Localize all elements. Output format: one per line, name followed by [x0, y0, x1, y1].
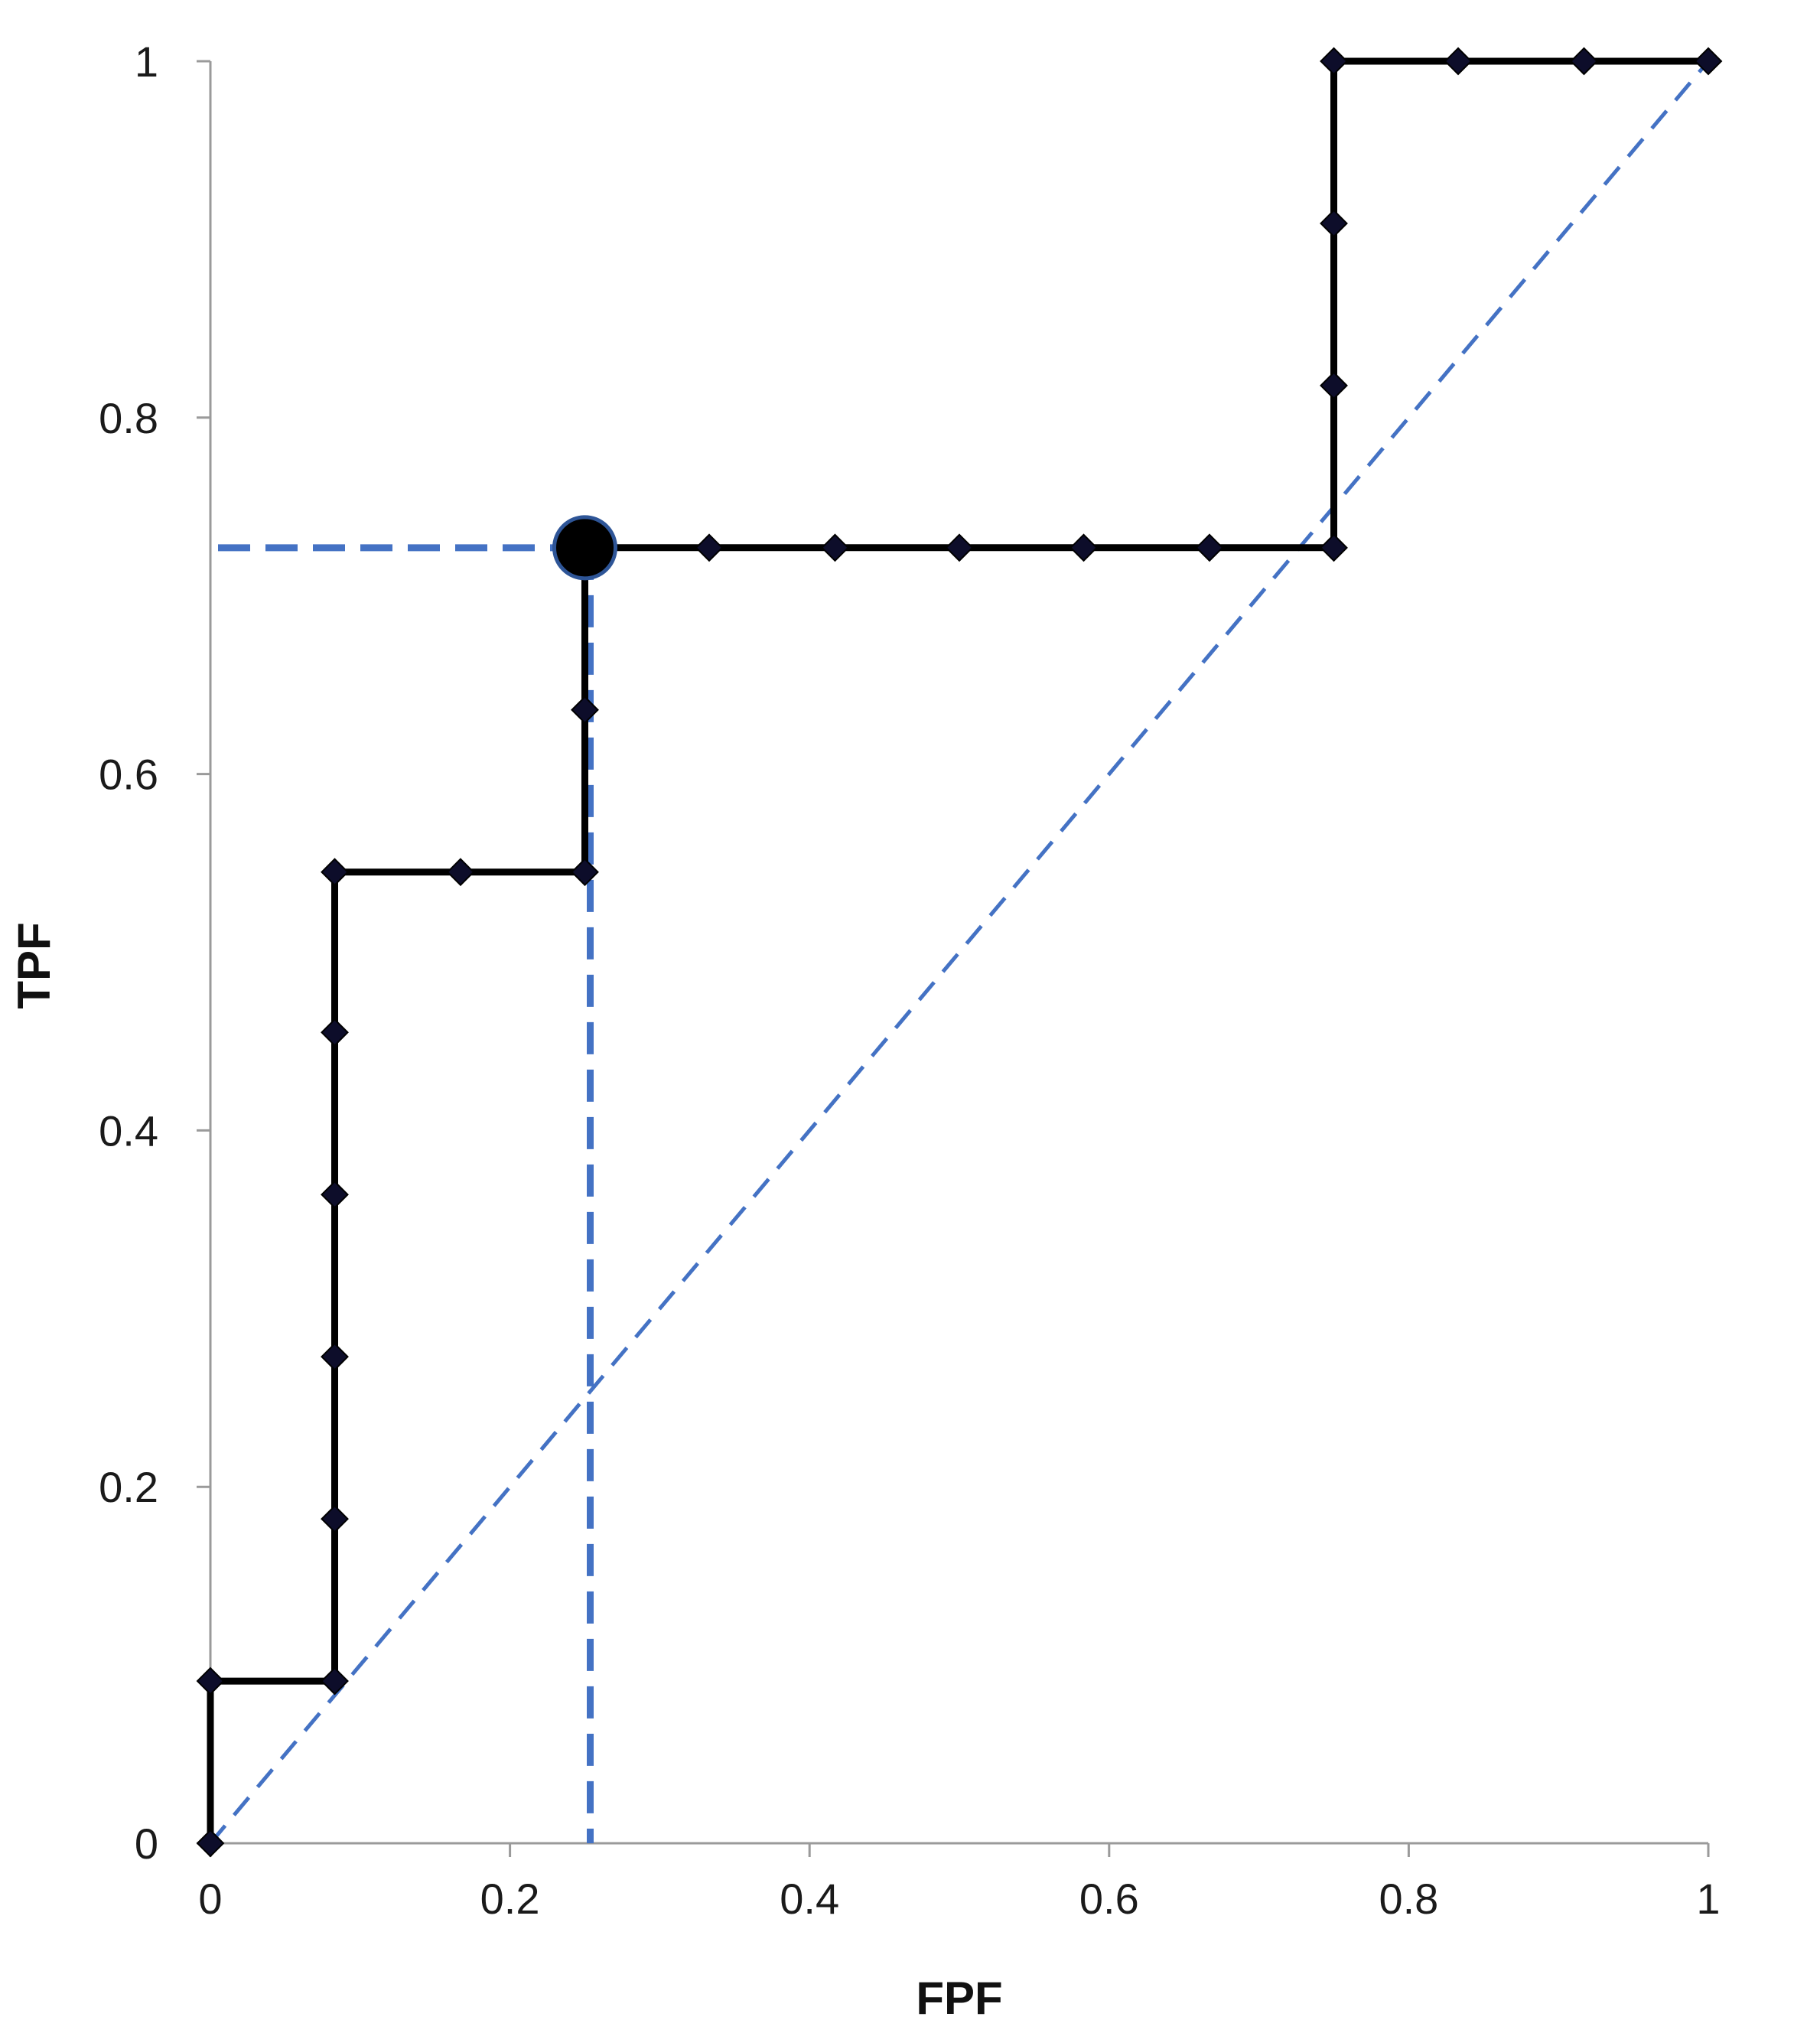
x-tick-label: 0.8 [1379, 1875, 1438, 1923]
roc-point-marker [821, 533, 849, 562]
x-tick-label: 0 [198, 1875, 222, 1923]
roc-point-marker [945, 533, 974, 562]
roc-point-marker [1320, 209, 1348, 238]
reference-lines [218, 544, 594, 1843]
roc-point-marker [1070, 533, 1098, 562]
tick-labels: 0 0.2 0.4 0.6 0.8 1 0 0.2 0.4 0.6 0.8 1 [99, 37, 1720, 1923]
chance-diagonal-group [209, 60, 1710, 1845]
axes [197, 60, 1710, 1857]
roc-point-marker [196, 1666, 225, 1696]
roc-point-marker [1195, 533, 1224, 562]
y-tick-label: 0.2 [99, 1463, 158, 1511]
roc-point-marker [446, 858, 475, 887]
roc-point-marker [321, 1018, 349, 1047]
roc-point-marker [321, 1504, 349, 1533]
y-tick-label: 0.4 [99, 1106, 158, 1155]
roc-point-marker [695, 533, 724, 562]
x-axis-title: FPF [916, 1973, 1002, 2024]
roc-point-marker [1320, 533, 1348, 562]
y-tick-label: 1 [135, 37, 158, 86]
roc-point-marker [1320, 47, 1348, 76]
y-tick-label: 0.6 [99, 751, 158, 799]
roc-point-marker [321, 1342, 349, 1371]
highlight-point [552, 515, 617, 581]
roc-point-marker [196, 1829, 225, 1858]
roc-point-marker [321, 858, 349, 887]
y-tick-label: 0 [135, 1820, 158, 1868]
roc-curve-group [207, 57, 1712, 1847]
roc-point-marker [321, 1180, 349, 1209]
roc-point-marker [1694, 47, 1723, 76]
roc-point-marker [321, 1666, 349, 1696]
highlight-group [552, 515, 617, 581]
y-tick-label: 0.8 [99, 394, 158, 442]
x-tick-label: 1 [1696, 1875, 1720, 1923]
roc-point-marker [1320, 371, 1348, 400]
roc-point-marker [1444, 47, 1473, 76]
y-axis-title: TPF [8, 922, 60, 1008]
x-tick-label: 0.2 [480, 1875, 540, 1923]
x-tick-label: 0.6 [1079, 1875, 1139, 1923]
x-tick-label: 0.4 [780, 1875, 839, 1923]
roc-point-marker [571, 696, 599, 725]
roc-point-marker [571, 858, 599, 887]
chance-diagonal-line [209, 60, 1710, 1845]
roc-curve-line [207, 57, 1712, 1847]
roc-point-marker [1570, 47, 1598, 76]
